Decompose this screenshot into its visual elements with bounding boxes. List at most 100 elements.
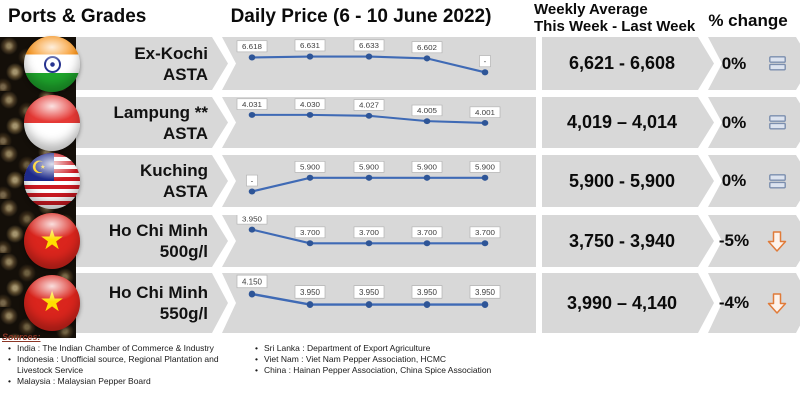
india-flag-icon [24, 35, 80, 92]
port-grade: ASTA [162, 182, 208, 201]
svg-text:3.700: 3.700 [475, 228, 495, 237]
star-icon: ★ [39, 224, 65, 255]
crescent-star-icon: ☪ [31, 157, 47, 177]
daily-price-chart: 4.031 4.030 4.027 4.005 4.001 [222, 97, 536, 148]
weekly-average-value: 3,990 – 4,140 [566, 292, 678, 313]
trend-icon [762, 97, 792, 148]
daily-price-chart: - 5.900 5.900 5.900 5.900 [222, 155, 536, 207]
equal-icon [768, 173, 786, 188]
weekly-average-header-line1: Weekly Average [534, 1, 648, 18]
port-name-line1: Ex-Kochi [134, 43, 208, 63]
svg-text:4.150: 4.150 [242, 277, 262, 286]
sources-left-column: India : The Indian Chamber of Commerce &… [4, 343, 250, 387]
source-item: Indonesia : Unofficial source, Regional … [4, 354, 250, 376]
svg-text:3.950: 3.950 [417, 288, 437, 297]
svg-text:3.950: 3.950 [475, 288, 495, 297]
weekly-average-header: Weekly Average This Week - Last Week [534, 1, 695, 35]
port-grade: 500g/l [159, 242, 208, 261]
svg-text:5.900: 5.900 [300, 163, 320, 172]
svg-text:-: - [484, 57, 487, 66]
weekly-average-value: 6,621 - 6,608 [568, 53, 676, 73]
port-name: Kuching ASTA [84, 160, 208, 202]
port-grade: 550g/l [159, 304, 208, 323]
svg-text:5.900: 5.900 [359, 163, 379, 172]
svg-text:4.005: 4.005 [417, 107, 437, 115]
daily-price-chart: 4.150 3.950 3.950 3.950 3.950 [222, 273, 536, 333]
port-name-line1: Kuching [140, 161, 208, 180]
weekly-average-value: 3,750 - 3,940 [568, 230, 676, 251]
equal-icon [768, 115, 786, 130]
svg-text:3.700: 3.700 [300, 228, 320, 237]
svg-text:3.950: 3.950 [359, 288, 379, 297]
daily-price-header: Daily Price (6 - 10 June 2022) [230, 6, 492, 27]
down-arrow-icon [767, 230, 787, 252]
svg-text:-: - [251, 177, 254, 186]
port-name-line1: Lampung ** [113, 102, 208, 122]
weekly-average-header-line2: This Week - Last Week [534, 18, 696, 35]
source-item: Sri Lanka : Department of Export Agricul… [251, 343, 551, 354]
source-item: India : The Indian Chamber of Commerce &… [4, 343, 250, 354]
pct-change-value: -5% [718, 231, 750, 250]
sources-right-column: Sri Lanka : Department of Export Agricul… [251, 343, 551, 376]
malaysia-flag-icon: ☪ [24, 153, 80, 209]
svg-text:6.602: 6.602 [417, 43, 437, 52]
port-name: Ho Chi Minh 500g/l [84, 220, 208, 262]
ports-band [76, 155, 228, 207]
port-name: Ho Chi Minh 550g/l [84, 282, 208, 324]
weekly-average-band [542, 215, 714, 267]
svg-text:3.950: 3.950 [242, 215, 262, 223]
svg-text:4.027: 4.027 [359, 101, 379, 109]
svg-text:6.618: 6.618 [242, 42, 262, 51]
port-name-line1: Ho Chi Minh [108, 221, 208, 240]
svg-text:4.030: 4.030 [300, 100, 320, 108]
svg-text:4.001: 4.001 [475, 108, 495, 116]
vietnam-flag-icon: ★ [24, 213, 80, 269]
daily-price-chart: 6.618 6.631 6.633 6.602 - [222, 37, 536, 90]
trend-icon [762, 215, 792, 267]
ports-band [76, 215, 228, 267]
source-item: Viet Nam : Viet Nam Pepper Association, … [251, 354, 551, 365]
port-row: ★ Ho Chi Minh 500g/l 3.950 3.700 3.700 3.70… [0, 213, 800, 269]
indonesia-flag-icon [24, 94, 80, 151]
svg-text:5.900: 5.900 [475, 163, 495, 172]
weekly-average-value: 5,900 - 5,900 [568, 170, 676, 191]
svg-text:3.700: 3.700 [359, 228, 379, 237]
pct-change-band [708, 155, 800, 207]
down-arrow-icon [767, 292, 787, 314]
trend-icon [762, 155, 792, 207]
star-icon: ★ [39, 286, 65, 317]
port-row: Ex-Kochi ASTA 6.618 6.631 6.633 6.602 - 6,62… [0, 35, 800, 92]
pct-change-band [708, 97, 800, 148]
pct-change-value: -4% [718, 293, 750, 312]
port-grade: ASTA [162, 64, 208, 84]
weekly-average-band [542, 273, 714, 333]
pct-change-band [708, 37, 800, 90]
ports-band [76, 273, 228, 333]
port-name: Ex-Kochi ASTA [84, 43, 208, 85]
port-grade: ASTA [162, 123, 208, 143]
pct-change-value: 0% [721, 112, 747, 132]
port-name: Lampung ** ASTA [84, 102, 208, 144]
trend-icon [762, 273, 792, 333]
weekly-average-band [542, 97, 714, 148]
weekly-average-band [542, 37, 714, 90]
vietnam-flag-icon: ★ [24, 275, 80, 331]
source-item: China : Hainan Pepper Association, China… [251, 365, 551, 376]
pct-change-value: 0% [721, 53, 747, 73]
trend-icon [762, 37, 792, 90]
ashoka-chakra-icon [44, 55, 61, 73]
svg-text:6.633: 6.633 [359, 41, 379, 50]
svg-text:3.700: 3.700 [417, 228, 437, 237]
svg-text:6.631: 6.631 [300, 41, 320, 50]
port-row: Lampung ** ASTA 4.031 4.030 4.027 4.005 4.00… [0, 94, 800, 151]
port-name-line1: Ho Chi Minh [108, 283, 208, 302]
equal-icon [768, 56, 786, 71]
weekly-average-band [542, 155, 714, 207]
pct-change-header: % change [708, 11, 788, 30]
source-item: Malaysia : Malaysian Pepper Board [4, 376, 250, 387]
svg-text:4.031: 4.031 [242, 100, 262, 108]
ports-band [76, 37, 228, 90]
ports-grades-header: Ports & Grades [8, 6, 147, 27]
svg-text:3.950: 3.950 [300, 288, 320, 297]
